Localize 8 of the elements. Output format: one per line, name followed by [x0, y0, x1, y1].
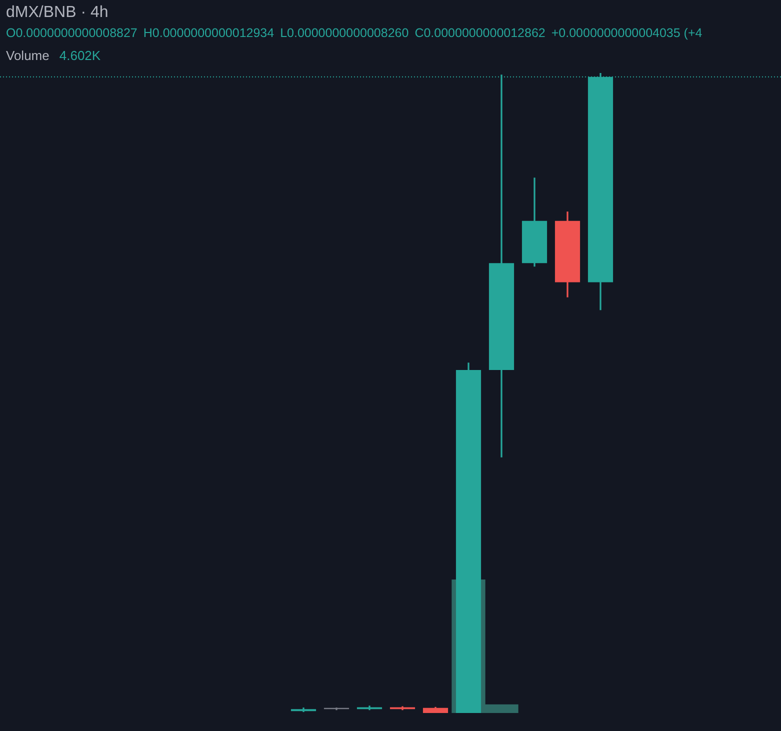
- text: Volume: [6, 48, 50, 63]
- text: dMX/BNB · 4h: [6, 4, 110, 22]
- text: H0.0000000000012934: [143, 26, 274, 40]
- text: +0.0000000000004035 (+4: [551, 26, 702, 40]
- text: C0.0000000000012862: [414, 26, 546, 40]
- text: O0.0000000000008827: [6, 26, 138, 40]
- text: L0.0000000000008260: [280, 26, 409, 40]
- text: 4.602K: [59, 48, 101, 63]
